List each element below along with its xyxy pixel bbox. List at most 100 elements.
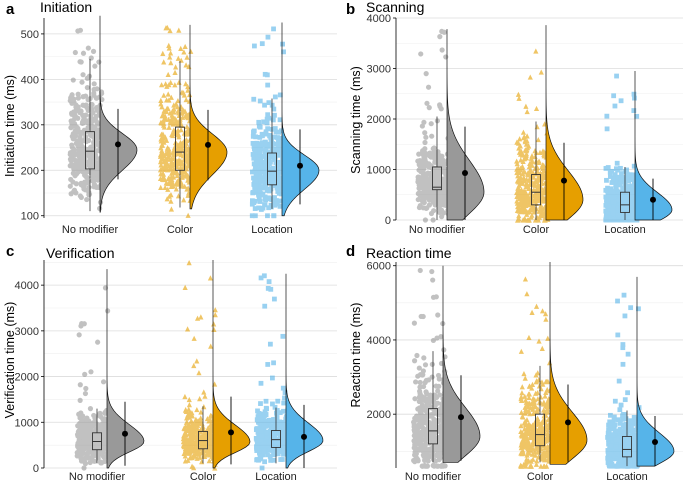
data-point (71, 147, 78, 153)
data-point (281, 400, 287, 406)
mean-point (462, 170, 468, 177)
data-point (254, 457, 260, 462)
data-point (418, 313, 424, 320)
data-point (423, 134, 429, 140)
data-point (631, 173, 637, 178)
data-point (527, 411, 533, 417)
data-point (158, 101, 164, 107)
data-point (262, 102, 267, 108)
data-point (438, 187, 444, 194)
data-point (272, 422, 277, 428)
data-point (76, 439, 82, 445)
data-point (618, 457, 624, 463)
data-point (84, 84, 90, 91)
data-point (75, 158, 81, 165)
data-point (282, 446, 288, 452)
data-point (421, 453, 427, 460)
data-point (438, 334, 444, 340)
data-point (86, 448, 92, 454)
data-point (528, 158, 535, 165)
data-point (274, 446, 280, 451)
y-axis-label: Scanning time (ms) (349, 66, 363, 174)
data-point (518, 395, 524, 402)
data-point (622, 313, 628, 319)
data-point (545, 456, 551, 463)
data-point (80, 102, 86, 108)
data-point (264, 188, 270, 193)
data-point (526, 208, 532, 214)
data-point (607, 217, 613, 223)
data-point (629, 433, 635, 439)
data-point (97, 459, 104, 465)
data-point (629, 445, 635, 451)
data-point (77, 59, 83, 65)
data-point (613, 428, 619, 434)
data-point (105, 308, 111, 314)
data-point (545, 433, 551, 439)
data-point (623, 427, 628, 433)
raw-points (74, 285, 112, 471)
y-tick-label: 3000 (15, 326, 39, 338)
data-point (277, 410, 283, 416)
data-point (260, 153, 265, 159)
data-point (435, 149, 441, 155)
data-point (69, 151, 75, 157)
y-tick-label: 4000 (367, 13, 391, 25)
panel-a: a Initiation Initiation time (ms) 100200… (3, 0, 337, 236)
data-point (522, 393, 528, 399)
data-point (523, 207, 529, 213)
data-point (193, 450, 199, 456)
data-point (272, 195, 277, 200)
data-point (545, 430, 551, 436)
data-point (516, 190, 523, 196)
data-point (520, 151, 526, 157)
data-point (85, 159, 91, 165)
data-point (92, 415, 98, 421)
data-point (208, 343, 214, 349)
x-tick-label: Color (527, 471, 554, 483)
data-point (607, 446, 613, 452)
data-point (610, 426, 616, 432)
data-point (420, 162, 427, 169)
data-point (250, 190, 256, 196)
data-point (175, 121, 181, 127)
data-point (68, 191, 74, 197)
raw-points (415, 28, 452, 223)
data-point (422, 462, 428, 469)
mean-point (561, 177, 567, 184)
data-point (257, 98, 263, 104)
data-point (522, 201, 528, 207)
data-point (268, 204, 274, 210)
data-point (84, 169, 90, 175)
data-point (607, 419, 613, 425)
data-point (535, 396, 541, 402)
data-point (278, 142, 283, 147)
data-point (267, 454, 273, 459)
data-point (71, 187, 78, 193)
data-point (263, 129, 269, 135)
data-point (529, 309, 535, 315)
data-point (281, 451, 286, 457)
data-point (419, 402, 426, 408)
data-point (194, 315, 201, 321)
data-point (624, 193, 630, 199)
data-point (541, 198, 547, 204)
data-point (162, 164, 168, 171)
data-point (615, 197, 621, 203)
data-point (613, 444, 619, 450)
data-point (414, 352, 420, 359)
data-point (422, 445, 428, 451)
data-point (88, 369, 94, 375)
data-point (542, 393, 548, 399)
data-point (539, 212, 545, 219)
data-point (271, 175, 277, 181)
data-point (605, 203, 611, 209)
data-point (532, 182, 538, 188)
data-point (206, 458, 212, 464)
data-point (619, 171, 624, 176)
data-point (622, 196, 628, 201)
data-point (615, 212, 621, 218)
data-point (267, 418, 273, 424)
data-point (604, 126, 610, 132)
